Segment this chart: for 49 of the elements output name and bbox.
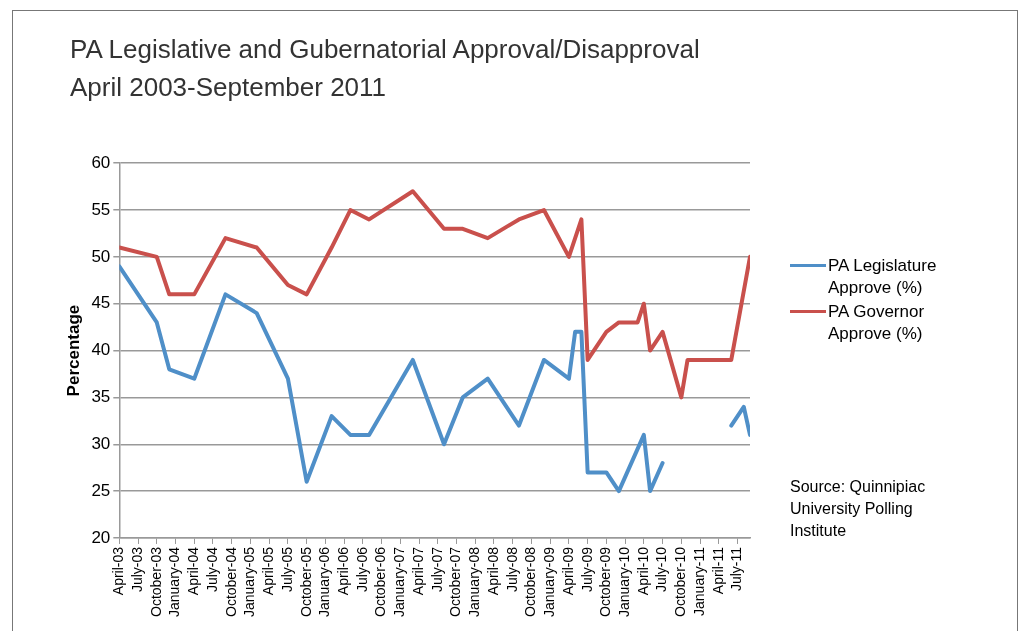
x-tick-label: October-03 (147, 546, 164, 618)
x-tick-label: July-10 (653, 546, 670, 593)
x-tick-label: October-10 (672, 546, 689, 618)
x-tick-label: April-08 (484, 546, 501, 596)
y-tick-label: 25 (91, 480, 111, 500)
x-tick-label: July-05 (278, 546, 295, 593)
x-tick-label: July-11 (728, 546, 745, 592)
x-tick-label: April-04 (185, 546, 202, 596)
x-tick-label: January-05 (241, 546, 258, 618)
y-tick-label: 50 (91, 246, 111, 266)
x-tick-label: April-03 (110, 546, 127, 596)
x-tick-label: January-04 (166, 546, 183, 618)
x-tick-label: October-08 (522, 546, 539, 618)
x-tick-label: April-11 (709, 546, 726, 595)
x-tick-label: July-04 (203, 546, 220, 593)
x-tick-label: July-08 (503, 546, 520, 593)
x-tick-label: October-06 (372, 546, 389, 618)
legend-label: PA Legislature Approve (%) (828, 255, 938, 299)
x-tick-label: April-09 (559, 546, 576, 596)
x-tick-label: January-08 (466, 546, 483, 618)
x-tick-label: January-09 (541, 546, 558, 618)
source-note: Source: Quinnipiac University Polling Institute (790, 477, 927, 541)
x-tick-label: October-05 (297, 546, 314, 618)
x-tick-label: April-05 (260, 546, 277, 596)
y-tick-label: 55 (91, 199, 111, 219)
y-tick-label: 35 (91, 387, 111, 407)
x-tick-label: January-10 (615, 546, 632, 618)
y-tick-label: 20 (91, 527, 111, 547)
x-tick-label: July-07 (428, 546, 445, 593)
y-tick-label: 45 (91, 293, 111, 313)
y-tick-label: 30 (91, 433, 111, 453)
x-tick-label: April-06 (334, 546, 351, 596)
chart-title: PA Legislative and Gubernatorial Approval/Disapproval (70, 33, 700, 66)
x-tick-label: January-06 (316, 546, 333, 618)
x-tick-label: January-07 (391, 546, 408, 618)
x-tick-label: April-07 (409, 546, 426, 596)
x-tick-label: October-04 (222, 546, 239, 618)
chart-subtitle: April 2003-September 2011 (70, 71, 388, 104)
x-tick-label: October-07 (447, 546, 464, 618)
y-tick-label: 40 (91, 340, 111, 360)
x-tick-label: July-09 (578, 546, 595, 593)
x-tick-label: October-09 (597, 546, 614, 618)
x-tick-label: April-10 (634, 546, 651, 596)
legend-label: PA Governor Approve (%) (828, 301, 926, 345)
x-tick-label: January-11 (690, 546, 707, 616)
y-tick-label: 60 (91, 152, 111, 172)
x-tick-label: July-06 (353, 546, 370, 593)
y-axis-title: Percentage (63, 304, 83, 397)
x-tick-label: July-03 (128, 546, 145, 593)
